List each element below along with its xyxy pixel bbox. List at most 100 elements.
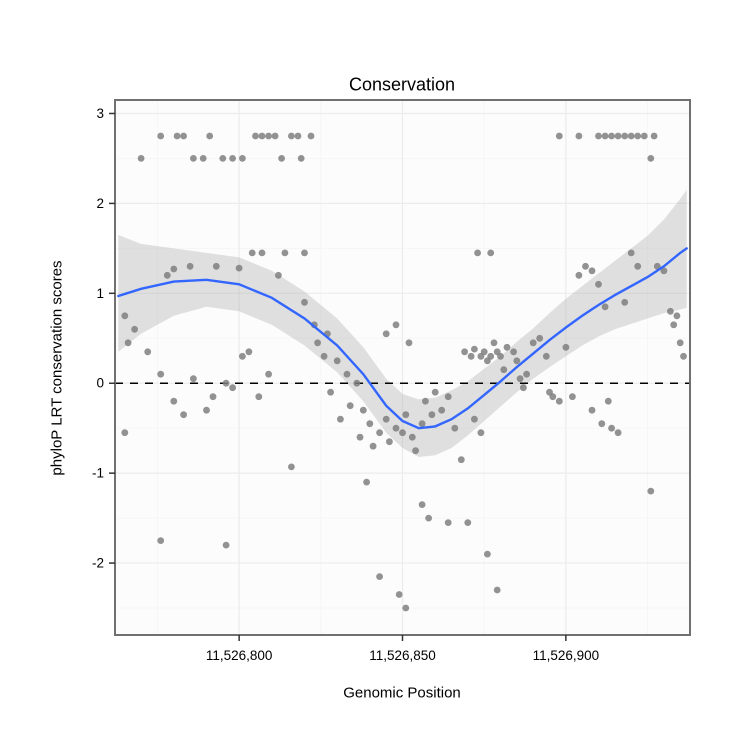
data-point [209, 393, 217, 401]
data-point [493, 586, 501, 594]
data-point [275, 271, 282, 279]
data-point [180, 132, 188, 140]
data-point [382, 415, 390, 423]
chart-title: Conservation [348, 74, 456, 95]
data-point [412, 447, 419, 455]
data-point [614, 132, 622, 140]
data-point [627, 132, 635, 140]
data-point [294, 132, 302, 140]
data-point [520, 384, 527, 392]
data-point [500, 366, 508, 374]
data-point [157, 132, 165, 140]
data-point [471, 415, 478, 423]
data-point [399, 429, 406, 437]
x-tick-label: 11,526,800 [206, 648, 273, 663]
data-point [163, 271, 171, 279]
data-point [199, 155, 207, 162]
data-point [490, 339, 498, 347]
y-tick-label: 2 [96, 196, 104, 211]
data-point [569, 393, 576, 401]
data-point [356, 433, 364, 441]
data-point [258, 132, 266, 140]
data-point [219, 155, 227, 162]
data-point [650, 132, 658, 140]
data-point [301, 298, 308, 306]
data-point [575, 271, 583, 279]
data-point [461, 348, 468, 356]
data-point [124, 339, 132, 347]
x-tick-label: 11,526,900 [533, 648, 600, 663]
data-point [252, 132, 259, 140]
data-point [673, 312, 681, 320]
data-point [451, 424, 459, 432]
data-point [510, 348, 517, 356]
data-point [601, 303, 609, 311]
data-point [513, 357, 521, 365]
data-point [359, 406, 367, 414]
data-point [621, 132, 629, 140]
data-point [588, 267, 596, 275]
data-point [386, 438, 393, 446]
data-point [438, 406, 446, 414]
data-point [598, 420, 606, 428]
data-point [549, 393, 557, 401]
smooth-line [117, 247, 688, 430]
data-point [121, 312, 129, 320]
y-tick-label: 1 [96, 286, 104, 301]
x-tick-label: 11,526,850 [369, 648, 436, 663]
data-point [467, 352, 475, 360]
data-point [562, 343, 570, 351]
data-point [575, 132, 583, 140]
data-point [366, 420, 374, 428]
data-point [144, 348, 152, 356]
data-point [307, 132, 315, 140]
data-point [588, 406, 596, 414]
data-point [464, 519, 472, 526]
data-point [474, 249, 481, 257]
data-point [333, 357, 341, 365]
data-point [653, 262, 661, 270]
data-point [369, 442, 377, 450]
data-point [245, 348, 253, 356]
data-point [278, 155, 285, 162]
y-axis-title: phyloP LRT conservation scores [48, 260, 66, 476]
data-point [634, 132, 642, 140]
data-point [601, 132, 609, 140]
data-point [353, 379, 361, 387]
data-point [555, 397, 563, 405]
data-point [376, 429, 383, 437]
data-point [255, 393, 263, 401]
y-tick-label: 0 [96, 376, 104, 391]
data-point [229, 155, 237, 162]
data-point [529, 339, 537, 347]
data-point [248, 249, 256, 257]
data-point [157, 537, 165, 544]
data-point [627, 249, 635, 257]
data-point [542, 352, 550, 360]
data-point [235, 264, 243, 272]
data-point [428, 411, 436, 419]
data-point [392, 321, 400, 329]
data-point [222, 541, 230, 549]
data-point [480, 348, 488, 356]
data-point [418, 420, 426, 428]
data-point [222, 379, 230, 387]
data-point [422, 397, 429, 405]
data-point [131, 325, 139, 333]
data-point [337, 415, 344, 423]
y-tick-label: 3 [96, 106, 104, 121]
data-point [634, 262, 642, 270]
data-point [608, 424, 615, 432]
data-point [170, 397, 178, 405]
data-point [536, 334, 544, 342]
data-point [670, 321, 678, 329]
data-point [157, 370, 165, 378]
data-point [647, 487, 655, 495]
data-point [444, 393, 452, 401]
data-point [170, 265, 178, 273]
data-point [190, 375, 197, 383]
data-point [265, 370, 272, 378]
data-point [408, 433, 416, 441]
data-point [180, 411, 188, 419]
